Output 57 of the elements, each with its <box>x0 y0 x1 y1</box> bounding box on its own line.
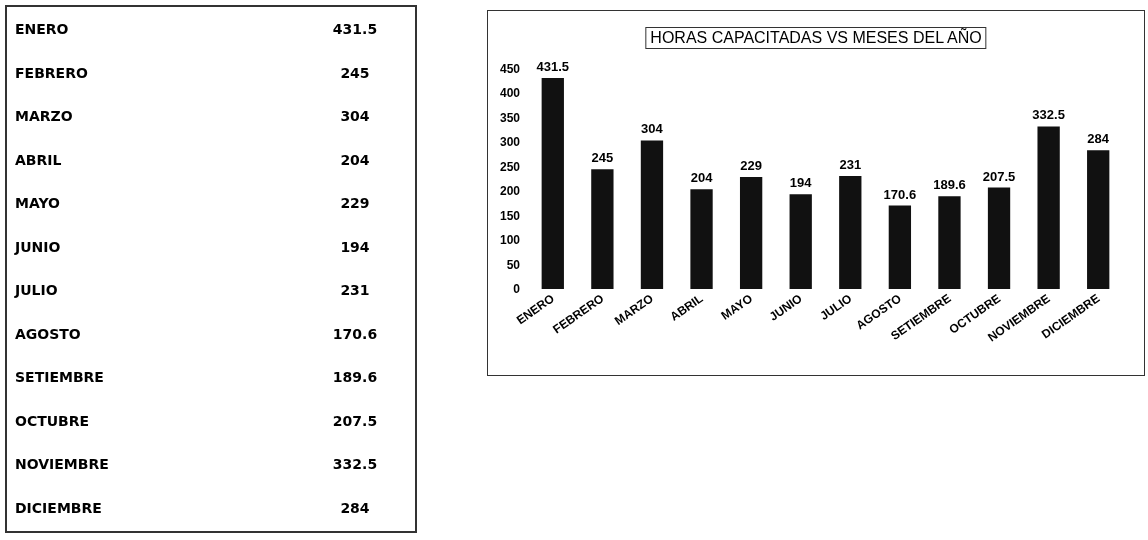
bar <box>591 169 614 289</box>
y-tick-label: 0 <box>513 282 521 296</box>
data-label: 170.6 <box>332 325 378 342</box>
data-label: 304 <box>340 108 370 124</box>
category-label: FEBRERO <box>15 64 88 81</box>
category-label: ENERO <box>15 21 69 37</box>
y-tick-label: 250 <box>499 159 521 174</box>
data-label: 194 <box>340 238 370 255</box>
category-label: SETIEMBRE <box>15 369 104 385</box>
data-label: 284 <box>1087 131 1110 147</box>
category-label: MARZO <box>15 108 73 124</box>
y-tick-label: 400 <box>499 86 521 101</box>
y-tick-label: 450 <box>499 62 521 76</box>
data-label: 231 <box>839 157 862 173</box>
category-label: DICIEMBRE <box>15 499 102 516</box>
data-label: 189.6 <box>933 177 966 193</box>
category-label: JUNIO <box>15 238 61 255</box>
bar <box>888 205 912 289</box>
category-label: OCTUBRE <box>15 412 90 429</box>
data-label: 229 <box>740 158 762 174</box>
data-label: 245 <box>340 64 370 81</box>
data-label: 207.5 <box>982 168 1016 184</box>
data-label: 245 <box>591 150 614 166</box>
y-tick-label: 100 <box>499 233 521 248</box>
category-label: NOVIEMBRE <box>15 456 109 472</box>
category-label: ABRIL <box>15 151 62 168</box>
data-label: 204 <box>690 170 714 186</box>
y-tick-label: 200 <box>499 184 521 199</box>
y-tick-label: 150 <box>499 208 521 223</box>
y-tick-label: 300 <box>499 135 521 150</box>
bar <box>640 140 664 289</box>
bar <box>987 187 1011 289</box>
bar <box>789 194 812 289</box>
data-label: 284 <box>340 499 370 516</box>
bar <box>839 176 862 289</box>
bar <box>739 177 763 289</box>
data-label: 304 <box>641 121 664 137</box>
y-tick-label: 50 <box>506 257 521 272</box>
data-label: 204 <box>340 151 370 168</box>
bar <box>938 196 961 289</box>
chart-title: HORAS CAPACITADAS VS MESES DEL AÑO <box>645 27 987 49</box>
y-tick-label: 350 <box>499 110 521 125</box>
data-label: 431.5 <box>536 59 570 75</box>
data-label: 207.5 <box>332 412 378 429</box>
bar <box>1087 150 1110 289</box>
bar <box>690 189 713 289</box>
bar <box>1037 126 1060 289</box>
data-label: 229 <box>340 195 370 211</box>
category-label: MAYO <box>15 195 60 211</box>
data-label: 431.5 <box>332 21 378 37</box>
data-label: 332.5 <box>332 456 378 472</box>
data-label: 170.6 <box>883 186 917 202</box>
data-label: 332.5 <box>1032 107 1065 123</box>
data-label: 231 <box>340 282 370 298</box>
data-label: 189.6 <box>332 369 378 385</box>
data-label: 194 <box>789 175 813 191</box>
bar <box>541 78 564 289</box>
